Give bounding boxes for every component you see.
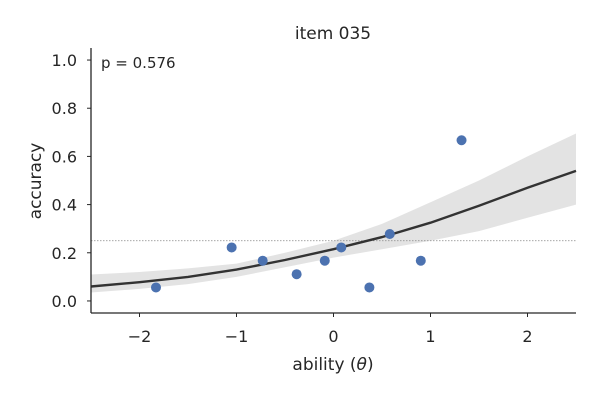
y-ticks: 0.0 0.2 0.4 0.6 0.8 1.0: [52, 51, 91, 311]
data-point: [257, 255, 268, 266]
y-tick-label: 0.4: [52, 196, 77, 215]
y-axis-label: accuracy: [26, 143, 46, 220]
y-tick-label: 0.0: [52, 292, 77, 311]
x-tick-label: −1: [225, 327, 249, 346]
x-tick-label: 1: [425, 327, 435, 346]
data-point: [336, 242, 347, 253]
data-point: [150, 282, 161, 293]
data-point: [384, 228, 395, 239]
p-value-annotation: p = 0.576: [101, 54, 176, 72]
confidence-band: [91, 133, 576, 293]
x-axis-label-symbol: θ: [357, 355, 368, 375]
chart-title: item 035: [295, 24, 371, 44]
x-tick-label: 2: [522, 327, 532, 346]
data-point: [364, 282, 375, 293]
data-point: [415, 255, 426, 266]
x-axis-label-close: ): [367, 355, 374, 375]
x-tick-label: −2: [128, 327, 152, 346]
data-point: [319, 255, 330, 266]
fit-curve: [90, 169, 577, 288]
y-tick-label: 0.8: [52, 99, 77, 118]
data-point: [291, 269, 302, 280]
x-tick-label: 0: [328, 327, 338, 346]
y-tick-label: 1.0: [52, 51, 77, 70]
plot-area: [90, 133, 577, 293]
data-point: [226, 242, 237, 253]
x-ticks: −2 −1 0 1 2: [128, 313, 533, 346]
y-tick-label: 0.2: [52, 244, 77, 263]
x-axis-label-main: ability (: [292, 355, 356, 375]
y-tick-label: 0.6: [52, 147, 77, 166]
x-axis-label: ability (θ): [292, 355, 373, 375]
data-point: [456, 135, 467, 146]
